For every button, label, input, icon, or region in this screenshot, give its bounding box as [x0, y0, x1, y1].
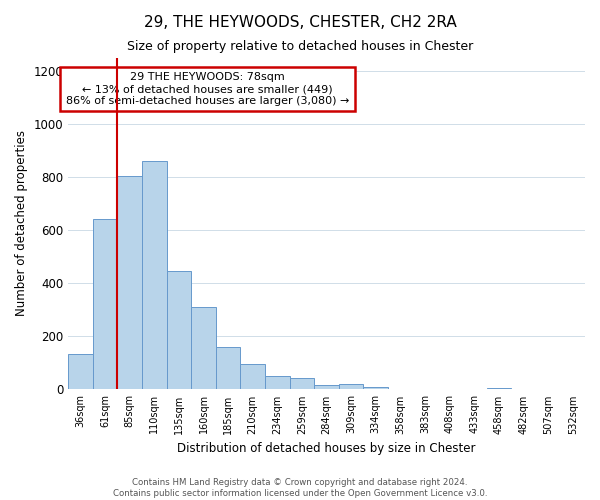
- Text: Size of property relative to detached houses in Chester: Size of property relative to detached ho…: [127, 40, 473, 53]
- Bar: [339, 384, 364, 390]
- Bar: [290, 378, 314, 390]
- Bar: [142, 161, 167, 390]
- Bar: [265, 376, 290, 390]
- Bar: [216, 348, 241, 390]
- X-axis label: Distribution of detached houses by size in Chester: Distribution of detached houses by size …: [178, 442, 476, 455]
- Text: 29, THE HEYWOODS, CHESTER, CH2 2RA: 29, THE HEYWOODS, CHESTER, CH2 2RA: [143, 15, 457, 30]
- Bar: [167, 272, 191, 390]
- Text: 29 THE HEYWOODS: 78sqm
← 13% of detached houses are smaller (449)
86% of semi-de: 29 THE HEYWOODS: 78sqm ← 13% of detached…: [66, 72, 349, 106]
- Bar: [118, 176, 142, 390]
- Bar: [68, 354, 93, 390]
- Text: Contains HM Land Registry data © Crown copyright and database right 2024.
Contai: Contains HM Land Registry data © Crown c…: [113, 478, 487, 498]
- Bar: [241, 364, 265, 390]
- Bar: [560, 388, 585, 390]
- Bar: [314, 384, 339, 390]
- Bar: [364, 388, 388, 390]
- Bar: [191, 307, 216, 390]
- Y-axis label: Number of detached properties: Number of detached properties: [15, 130, 28, 316]
- Bar: [93, 220, 118, 390]
- Bar: [487, 388, 511, 390]
